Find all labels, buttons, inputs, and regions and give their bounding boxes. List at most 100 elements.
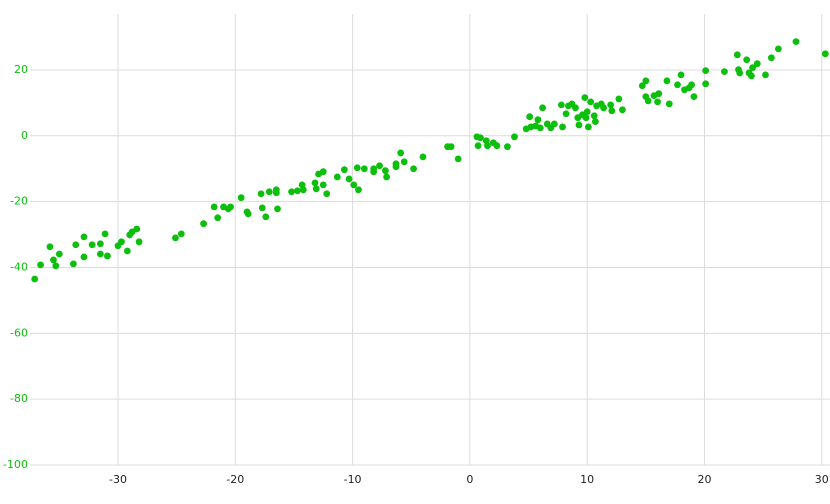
point (123, 247, 131, 255)
point (484, 142, 491, 150)
point (299, 186, 307, 194)
point (821, 50, 829, 58)
point (133, 225, 141, 233)
point (200, 220, 208, 228)
point (447, 143, 455, 151)
point (274, 205, 281, 213)
point (319, 181, 327, 189)
point (262, 213, 270, 221)
point (177, 230, 185, 238)
point (350, 181, 358, 189)
point (419, 153, 427, 161)
point (477, 134, 484, 142)
point (774, 45, 782, 53)
point (101, 230, 109, 238)
x-tick-label: 0 (466, 473, 473, 486)
point (258, 204, 266, 212)
point (333, 173, 341, 181)
point (582, 114, 590, 122)
point (749, 64, 756, 72)
point (382, 167, 389, 175)
point (311, 179, 319, 187)
point (55, 250, 63, 258)
point (618, 106, 626, 114)
point (400, 158, 408, 166)
point (46, 243, 54, 251)
point (397, 149, 405, 157)
x-tick-label: 20 (697, 473, 711, 486)
y-tick-label: 0 (21, 129, 28, 142)
point (550, 120, 558, 128)
point (753, 60, 761, 68)
point (244, 210, 252, 218)
point (615, 95, 623, 103)
point (539, 104, 547, 112)
point (88, 241, 96, 249)
point (410, 165, 417, 173)
point (663, 77, 671, 85)
point (702, 80, 710, 88)
y-tick-label: -100 (3, 458, 28, 471)
point (562, 110, 570, 118)
point (721, 68, 728, 76)
point (534, 116, 542, 124)
point (583, 108, 591, 116)
point (265, 188, 273, 196)
point (792, 38, 800, 46)
point (743, 56, 751, 64)
point (104, 252, 111, 260)
point (733, 51, 741, 59)
point (214, 214, 222, 222)
point (607, 101, 615, 109)
x-tick-label: -30 (109, 473, 127, 486)
point (474, 142, 482, 150)
point (272, 189, 280, 197)
point (762, 71, 769, 79)
point (323, 190, 331, 198)
point (642, 77, 650, 85)
point (72, 241, 80, 249)
point (526, 113, 534, 121)
point (294, 187, 301, 195)
point (288, 188, 295, 196)
point (50, 256, 57, 264)
point (37, 261, 44, 269)
point (31, 275, 39, 283)
point (340, 166, 348, 174)
point (360, 165, 368, 173)
point (118, 238, 125, 246)
point (504, 143, 511, 151)
point (383, 173, 390, 181)
x-tick-label: 10 (580, 473, 594, 486)
point (319, 168, 327, 176)
point (227, 203, 234, 211)
x-tick-label: 30 (815, 473, 829, 486)
x-tick-label: -20 (226, 473, 244, 486)
point (96, 250, 104, 258)
point (237, 194, 245, 202)
point (353, 164, 361, 172)
y-tick-label: -20 (10, 195, 28, 208)
point (644, 97, 652, 105)
point (172, 234, 179, 242)
y-tick-label: -60 (10, 326, 28, 339)
point (702, 67, 710, 75)
point (654, 98, 661, 106)
point (376, 162, 383, 170)
point (355, 186, 362, 194)
point (257, 190, 265, 198)
point (767, 54, 775, 62)
point (52, 262, 60, 270)
point (345, 175, 353, 183)
point (590, 112, 598, 120)
point (690, 93, 698, 101)
point (688, 81, 695, 89)
point (677, 71, 685, 79)
point (674, 81, 681, 89)
point (493, 142, 501, 150)
point (210, 203, 218, 211)
point (600, 104, 608, 112)
point (511, 133, 518, 141)
point (70, 260, 77, 268)
point (96, 240, 104, 248)
